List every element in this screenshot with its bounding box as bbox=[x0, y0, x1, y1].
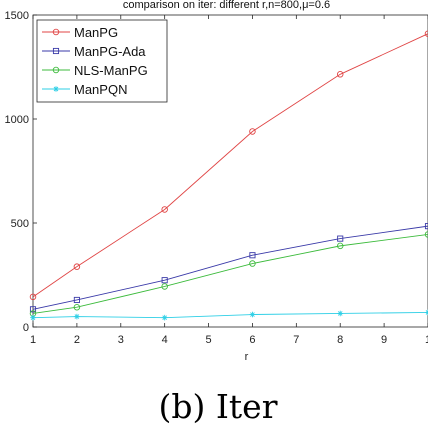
data-point-manpg-ada bbox=[73, 296, 80, 304]
x-tick-label: 6 bbox=[249, 334, 255, 346]
x-tick-label: 1 bbox=[30, 334, 36, 346]
data-point-nls-manpg bbox=[249, 260, 256, 267]
legend-marker-manpg bbox=[52, 28, 60, 36]
data-point-manpg-ada bbox=[249, 252, 256, 259]
y-tick-label: 1000 bbox=[5, 114, 29, 126]
data-point-manpqn bbox=[161, 314, 168, 321]
figure-caption: (b) Iter bbox=[159, 387, 278, 426]
data-point-manpqn bbox=[425, 309, 428, 316]
data-point-manpqn bbox=[249, 311, 256, 318]
data-point-manpg bbox=[29, 293, 37, 301]
x-tick-label: 2 bbox=[74, 334, 80, 346]
x-tick-label: 3 bbox=[118, 334, 124, 346]
y-tick-label: 1500 bbox=[5, 10, 29, 22]
data-point-manpg bbox=[73, 263, 81, 270]
data-point-manpg bbox=[336, 71, 344, 78]
series-line-nls-manpg bbox=[32, 233, 428, 314]
data-point-nls-manpg bbox=[73, 303, 81, 311]
chart-title: comparison on iter: different r,n=800,μ=… bbox=[123, 0, 330, 11]
y-tick-label: 0 bbox=[23, 322, 29, 334]
legend-label-manpg: ManPG bbox=[74, 25, 118, 40]
x-tick-label: 4 bbox=[162, 334, 168, 346]
legend-label-manpg-ada: ManPG-Ada bbox=[74, 44, 146, 59]
data-point-manpg-ada bbox=[161, 277, 168, 284]
data-point-nls-manpg bbox=[336, 242, 344, 250]
legend-marker-manpg-ada bbox=[52, 47, 60, 55]
data-point-manpqn bbox=[30, 314, 36, 321]
data-point-manpqn bbox=[74, 313, 80, 320]
x-axis-label: r bbox=[245, 351, 249, 363]
x-tick-label: 9 bbox=[381, 334, 387, 346]
y-tick-label: 500 bbox=[11, 218, 29, 230]
legend-label-manpqn: ManPQN bbox=[74, 82, 127, 97]
data-point-nls-manpg bbox=[424, 231, 428, 238]
data-point-manpg bbox=[424, 30, 428, 37]
x-tick-label: 8 bbox=[337, 334, 343, 346]
x-tick-label: 5 bbox=[205, 334, 211, 346]
data-point-manpqn bbox=[337, 310, 344, 317]
legend-marker-manpqn bbox=[53, 86, 59, 92]
series-line-manpg bbox=[32, 33, 428, 298]
legend-label-nls-manpg: NLS-ManPG bbox=[74, 63, 148, 78]
series-line-manpg-ada bbox=[32, 225, 428, 310]
legend-marker-nls-manpg bbox=[52, 66, 60, 74]
data-point-manpg-ada bbox=[29, 306, 37, 313]
x-tick-label: 1 bbox=[425, 334, 428, 346]
series-line-manpqn bbox=[32, 311, 428, 319]
data-point-manpg bbox=[249, 128, 256, 135]
data-point-manpg bbox=[161, 206, 168, 213]
data-point-manpg-ada bbox=[337, 235, 344, 242]
x-tick-label: 7 bbox=[293, 334, 299, 346]
data-point-nls-manpg bbox=[161, 283, 168, 290]
